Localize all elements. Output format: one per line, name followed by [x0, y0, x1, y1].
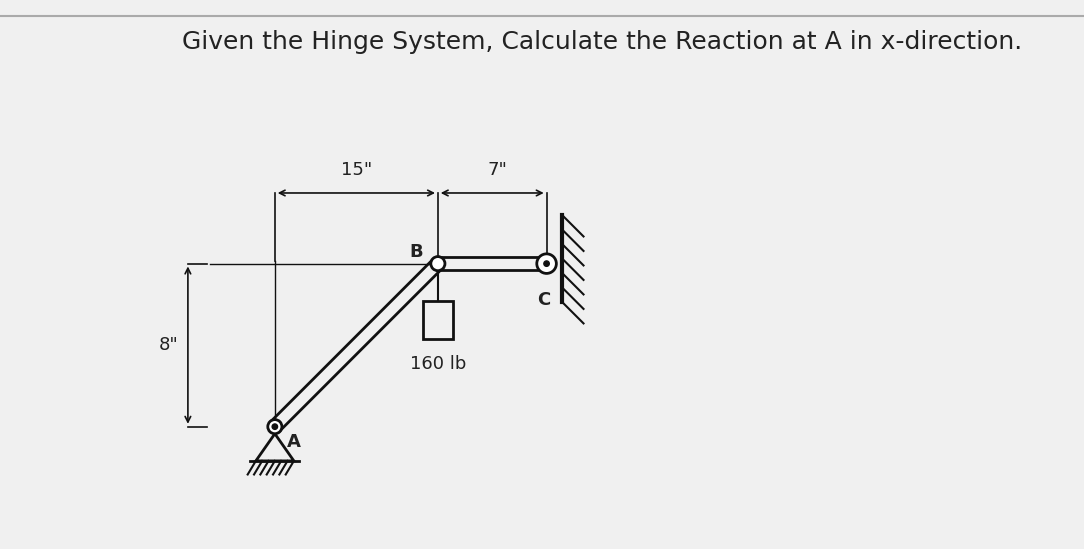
- Circle shape: [268, 419, 282, 434]
- Bar: [423, 301, 453, 339]
- Text: Given the Hinge System, Calculate the Reaction at A in x-direction.: Given the Hinge System, Calculate the Re…: [182, 30, 1022, 54]
- Text: 15": 15": [340, 161, 372, 180]
- Text: 7": 7": [488, 161, 507, 180]
- Text: B: B: [409, 243, 423, 261]
- Circle shape: [544, 261, 550, 266]
- Text: 160 lb: 160 lb: [410, 355, 466, 373]
- Circle shape: [537, 254, 556, 273]
- Circle shape: [272, 424, 278, 429]
- Text: 8": 8": [159, 336, 179, 354]
- Circle shape: [430, 256, 444, 271]
- Text: C: C: [538, 291, 551, 309]
- Text: A: A: [287, 433, 300, 451]
